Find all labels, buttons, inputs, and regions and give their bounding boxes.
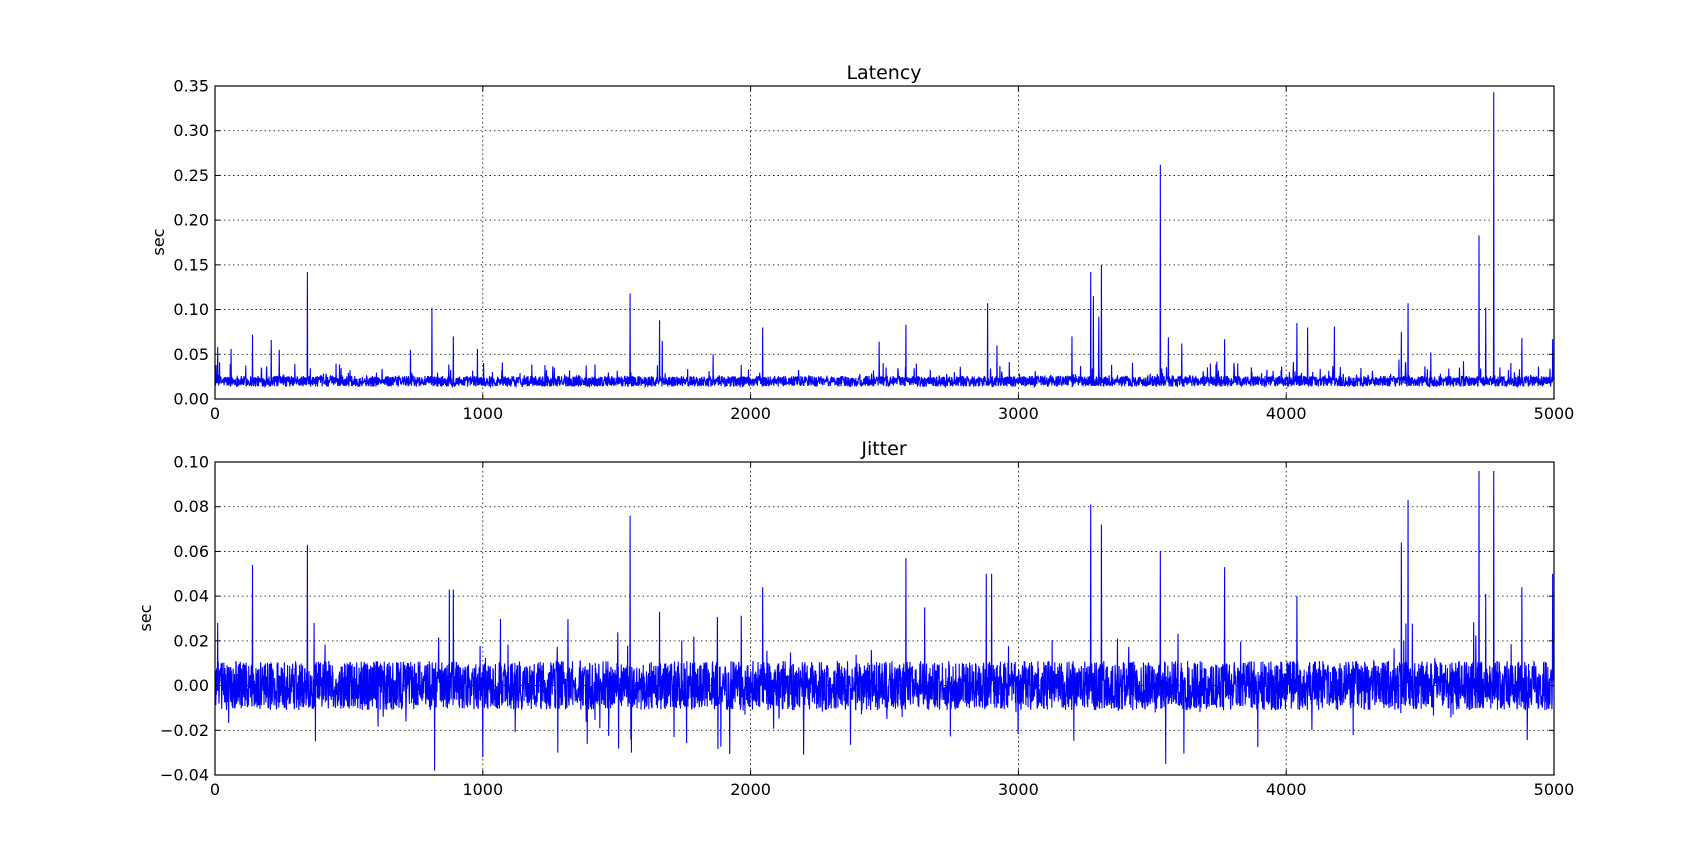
latency-ticks: 0 1000 2000 3000 4000 5000 0.00 0.05 0.10 0.15 0.2… [173, 77, 1574, 424]
jitter-y-tick-label: 0.10 [173, 453, 209, 472]
jitter-y-tick-label: 0.02 [173, 631, 209, 650]
latency-series [215, 92, 1554, 389]
latency-y-tick-label: 0.05 [173, 345, 209, 364]
jitter-title: Jitter [860, 438, 906, 460]
latency-subplot: Latency sec 0 1000 2000 3000 4000 5000 0.00 0.0… [149, 62, 1574, 423]
jitter-ticks: 0 1000 2000 3000 4000 5000 −0.04 −0.02 0.00 0.02 0… [160, 453, 1574, 800]
jitter-x-tick-label: 4000 [1266, 780, 1307, 799]
jitter-axes-frame [214, 461, 1555, 776]
latency-y-tick-label: 0.30 [173, 121, 209, 140]
latency-y-tick-label: 0.35 [173, 77, 209, 96]
jitter-y-tick-label: −0.04 [160, 766, 209, 785]
jitter-y-tick-label: 0.04 [173, 587, 209, 606]
jitter-subplot: Jitter sec 0 1000 2000 3000 4000 5000 −0.04 −0.… [136, 438, 1574, 799]
latency-axes-frame [214, 85, 1555, 400]
jitter-y-tick-label: −0.02 [160, 721, 209, 740]
latency-x-tick-label: 5000 [1534, 404, 1575, 423]
latency-x-tick-label: 1000 [462, 404, 503, 423]
jitter-x-tick-label: 2000 [730, 780, 771, 799]
latency-y-tick-label: 0.25 [173, 166, 209, 185]
jitter-x-tick-label: 0 [210, 780, 220, 799]
jitter-y-tick-label: 0.06 [173, 542, 209, 561]
jitter-y-tick-label: 0.08 [173, 497, 209, 516]
jitter-x-tick-label: 3000 [998, 780, 1039, 799]
jitter-x-tick-label: 1000 [462, 780, 503, 799]
latency-title: Latency [846, 62, 921, 84]
latency-y-tick-label: 0.10 [173, 300, 209, 319]
jitter-series-line [215, 470, 1554, 771]
latency-series-line [215, 92, 1554, 389]
latency-y-tick-label: 0.00 [173, 390, 209, 409]
latency-x-tick-label: 3000 [998, 404, 1039, 423]
jitter-y-tick-label: 0.00 [173, 676, 209, 695]
jitter-series [215, 470, 1554, 771]
latency-y-tick-label: 0.15 [173, 255, 209, 274]
latency-y-tick-label: 0.20 [173, 211, 209, 230]
latency-ylabel: sec [149, 229, 168, 256]
jitter-ylabel: sec [136, 605, 155, 632]
latency-x-tick-label: 0 [210, 404, 220, 423]
latency-x-tick-label: 2000 [730, 404, 771, 423]
latency-x-tick-label: 4000 [1266, 404, 1307, 423]
jitter-x-tick-label: 5000 [1534, 780, 1575, 799]
